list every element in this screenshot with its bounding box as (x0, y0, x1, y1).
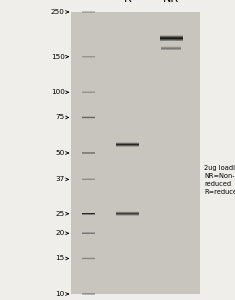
Text: 37: 37 (55, 176, 65, 182)
Text: 2ug loading
NR=Non-
reduced
R=reduced: 2ug loading NR=Non- reduced R=reduced (204, 165, 235, 195)
Text: NR: NR (163, 0, 179, 4)
Text: 250: 250 (51, 9, 65, 15)
Text: 10: 10 (55, 291, 65, 297)
Text: 50: 50 (55, 150, 65, 156)
Text: 15: 15 (55, 256, 65, 262)
Text: R: R (124, 0, 131, 4)
Bar (70, 12, 200, 294)
Text: 75: 75 (55, 115, 65, 121)
Text: 20: 20 (55, 230, 65, 236)
Text: 150: 150 (51, 54, 65, 60)
Text: 25: 25 (55, 211, 65, 217)
Text: 100: 100 (51, 89, 65, 95)
